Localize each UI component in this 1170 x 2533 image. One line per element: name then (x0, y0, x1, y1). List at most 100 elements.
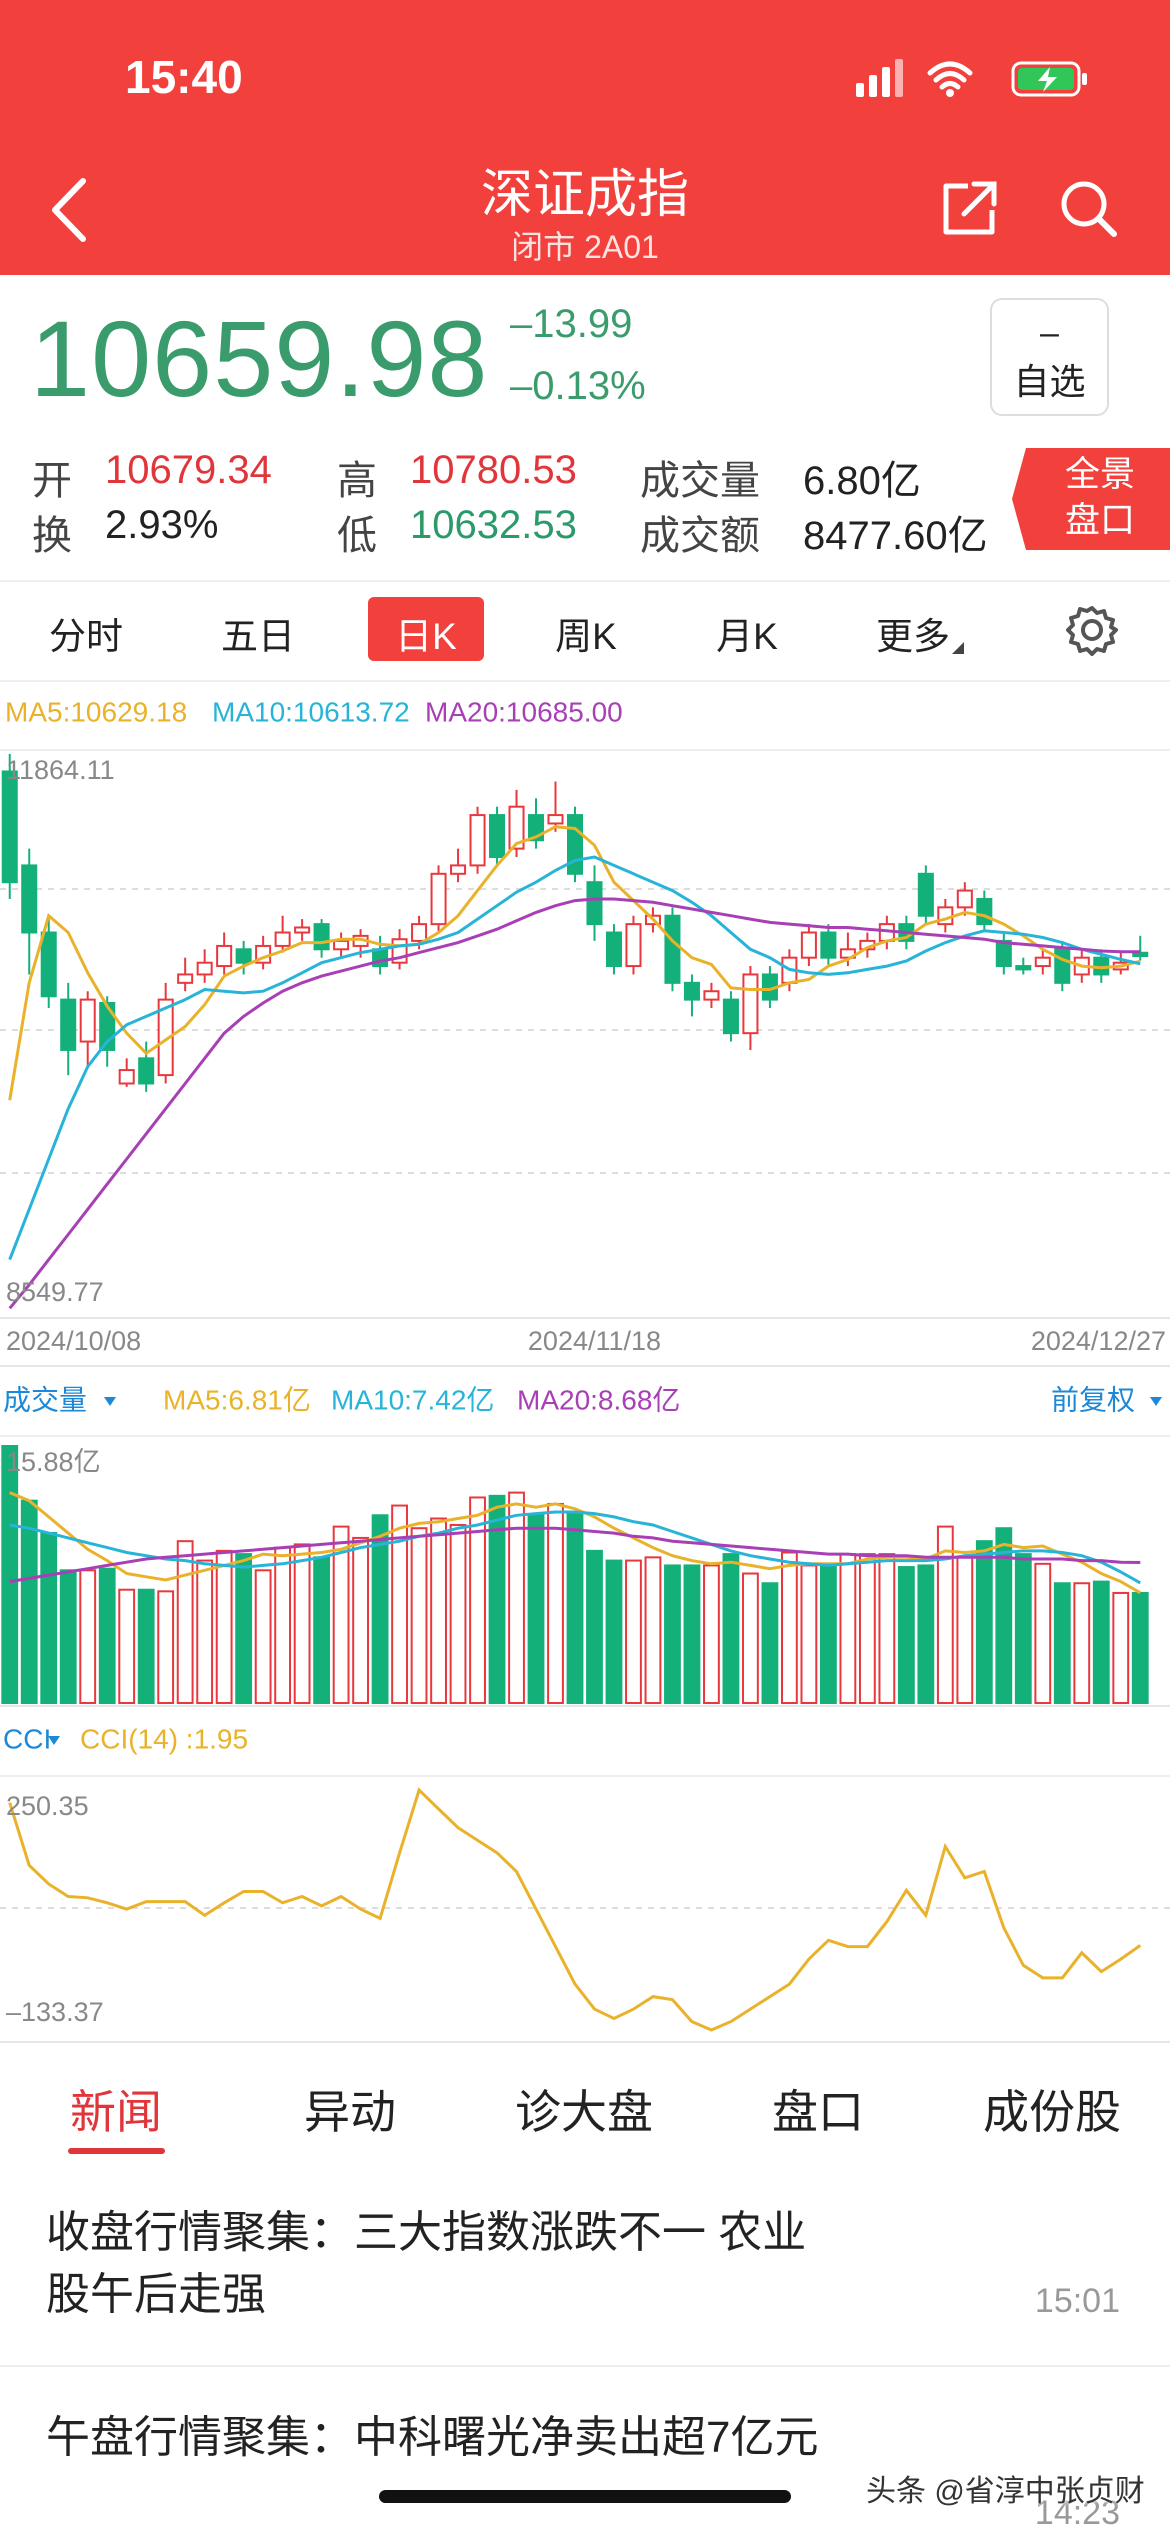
volume-bar (936, 1525, 954, 1704)
candle-body (703, 990, 720, 1001)
candle-body (742, 973, 759, 1035)
volume-bar (742, 1572, 759, 1704)
volume-bar (605, 1559, 623, 1705)
y-tick-label: 8549.77 (6, 1277, 104, 1307)
candle-body (508, 805, 525, 850)
volume-bar (800, 1564, 818, 1704)
volume-bar (352, 1536, 369, 1704)
y-tick-label: –133.37 (6, 1997, 104, 2027)
candle-body (1034, 956, 1051, 968)
candle-body (625, 923, 642, 968)
candle-body (40, 931, 57, 998)
y-tick-label: 250.35 (6, 1791, 89, 1821)
news-time: 14:23 (1034, 2494, 1120, 2532)
volume-bar (761, 1582, 779, 1704)
volume-bar (79, 1569, 97, 1705)
period-tab[interactable]: 分时 (49, 616, 123, 657)
search-button[interactable] (1058, 178, 1120, 240)
volume-bar (1, 1445, 19, 1704)
stat-label: 成交额 (640, 514, 760, 558)
candle-body (605, 931, 623, 968)
news-tab[interactable]: 诊大盘 (515, 2086, 653, 2138)
news-tab-underline (68, 2148, 165, 2154)
indicator-line (9, 1491, 1142, 1595)
period-tab[interactable]: 更多 (876, 616, 950, 657)
volume-bar (839, 1553, 857, 1704)
volume-bar (1092, 1580, 1110, 1704)
candle-body (683, 981, 700, 1001)
candle-body (547, 814, 564, 825)
volume-bar (430, 1517, 447, 1704)
candle-body (235, 948, 252, 964)
watch-button[interactable]: – 自选 (990, 298, 1109, 416)
legend-entry: MA5:6.81亿 (163, 1384, 311, 1415)
divider (0, 2365, 1170, 2367)
stat-label: 高 (337, 459, 377, 503)
candle-body (1, 770, 18, 884)
volume-bar (625, 1559, 642, 1705)
news-tab[interactable]: 盘口 (772, 2086, 864, 2138)
candle-body (976, 897, 993, 926)
volume-bar (157, 1590, 175, 1704)
legend-entry: CCI(14) :1.95 (80, 1723, 248, 1754)
adjust-label[interactable]: 前复权 (1051, 1384, 1135, 1415)
stat-value: 10780.53 (410, 448, 577, 492)
candle-body (489, 814, 506, 859)
news-title[interactable]: 午盘行情聚集：中科曙光净卖出超7亿元 (46, 2413, 819, 2462)
volume-bar (59, 1569, 77, 1705)
stat-label: 开 (32, 459, 72, 503)
stat-label: 换 (32, 514, 72, 558)
period-tab[interactable]: 日K (395, 616, 457, 657)
candle-body (469, 814, 486, 867)
volume-bar (1112, 1591, 1130, 1704)
legend-entry: MA10:7.42亿 (331, 1384, 494, 1415)
period-tab[interactable]: 五日 (221, 616, 295, 657)
status-icons (856, 59, 1087, 97)
candle-body (430, 872, 447, 926)
volume-bar (878, 1553, 896, 1704)
active-tab-box (368, 597, 484, 661)
dropdown-caret (1150, 1397, 1162, 1406)
volume-bar (176, 1540, 194, 1705)
stat-value: 10679.34 (105, 448, 272, 492)
more-caret (952, 642, 964, 654)
indicator-line (8, 1787, 1142, 2032)
watch-label: 自选 (1013, 361, 1086, 402)
indicator-line (8, 855, 1141, 1261)
volume-bar (683, 1564, 701, 1704)
volume-bar (449, 1523, 467, 1704)
period-tab[interactable]: 周K (555, 616, 617, 657)
volume-bar (254, 1569, 272, 1705)
legend-entry: MA5:10629.18 (5, 696, 187, 727)
news-tab[interactable]: 异动 (304, 2086, 396, 2138)
volume-bar (527, 1514, 545, 1704)
candle-body (60, 998, 77, 1051)
period-tab[interactable]: 月K (716, 616, 778, 657)
volume-bar (40, 1532, 58, 1704)
page-title: 深证成指 (480, 166, 689, 224)
period-tab-bar (0, 580, 1170, 682)
status-time: 15:40 (125, 51, 243, 103)
volume-bar (586, 1549, 603, 1705)
candle-body (411, 923, 428, 942)
stat-label: 成交量 (640, 459, 760, 503)
volume-title[interactable]: 成交量 (3, 1384, 87, 1415)
volume-bar (196, 1559, 214, 1705)
news-tab[interactable]: 成份股 (983, 2086, 1121, 2138)
candle-body (956, 889, 973, 909)
dropdown-caret (104, 1397, 116, 1406)
candle-body (800, 931, 817, 959)
share-button[interactable] (940, 178, 1000, 238)
stat-label: 低 (337, 514, 377, 558)
news-title[interactable]: 收盘行情聚集：三大指数涨跌不一 农业股午后走强 (46, 2208, 807, 2319)
cci-title[interactable]: CCI (3, 1723, 51, 1754)
settings-button[interactable] (1066, 604, 1118, 656)
dropdown-caret (48, 1736, 60, 1745)
news-tab[interactable]: 新闻 (70, 2086, 162, 2138)
panorama-button[interactable] (1012, 448, 1170, 550)
candle-body (664, 914, 681, 984)
volume-bar (469, 1496, 486, 1704)
back-button[interactable] (45, 175, 95, 245)
